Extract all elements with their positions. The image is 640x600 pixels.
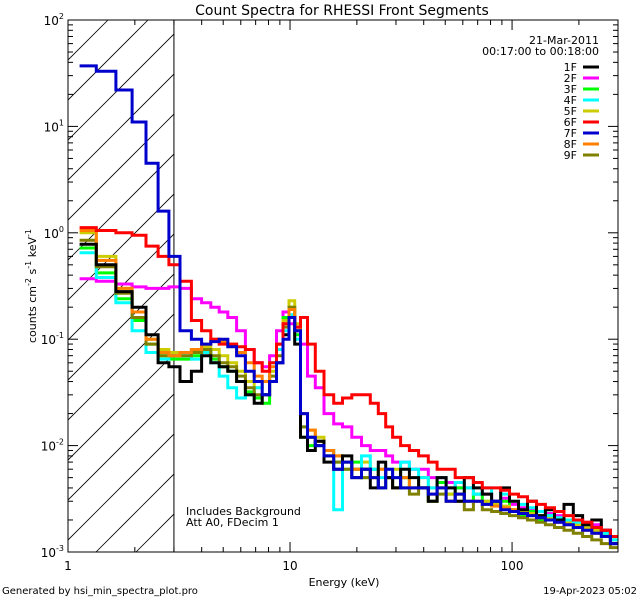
- time-range-label: 00:17:00 to 00:18:00: [482, 45, 599, 58]
- hatch-line: [68, 193, 174, 301]
- hatch-line: [68, 433, 174, 541]
- y-axis-label: counts cm-2 s-1 keV-1: [24, 229, 39, 343]
- y-axis-ticks: 10-3 10-2 10-1 100 101 102: [41, 12, 618, 560]
- series-8F: [79, 229, 618, 546]
- legend-label-1F: 1F: [564, 61, 577, 74]
- annotation-attenuator: Att A0, FDecim 1: [186, 516, 279, 529]
- series-3F: [79, 246, 618, 542]
- hatch-line: [68, 33, 174, 141]
- hatched-background-region: [68, 20, 175, 552]
- plot-frame: [67, 19, 619, 553]
- hatch-line: [68, 20, 109, 61]
- x-tick-label: 100: [501, 559, 524, 573]
- hatch-line: [68, 20, 149, 101]
- hatch-line: [68, 73, 174, 181]
- legend-label-4F: 4F: [564, 94, 577, 107]
- series-4F: [79, 251, 618, 542]
- y-tick-label: 10-2: [41, 438, 64, 454]
- hatch-line: [68, 353, 174, 461]
- x-tick-label: 10: [282, 559, 297, 573]
- legend-label-2F: 2F: [564, 72, 577, 85]
- chart-title: Count Spectra for RHESSI Front Segments: [195, 3, 489, 19]
- footer-date: 19-Apr-2023 05:02: [543, 586, 637, 597]
- hatch-line: [68, 273, 174, 381]
- legend-label-8F: 8F: [564, 138, 577, 151]
- series-5F: [79, 231, 618, 542]
- series-lines: [79, 64, 618, 550]
- date-label: 21-Mar-2011: [529, 34, 599, 47]
- hatch-line: [68, 233, 174, 341]
- annotation-background: Includes Background: [186, 505, 301, 518]
- legend-label-5F: 5F: [564, 105, 577, 118]
- y-tick-label: 100: [44, 225, 64, 241]
- series-7F: [79, 64, 618, 546]
- hatch-line: [68, 393, 174, 501]
- legend-label-9F: 9F: [564, 149, 577, 162]
- legend-label-7F: 7F: [564, 127, 577, 140]
- x-axis-ticks: 1 10 100: [64, 20, 619, 573]
- legend-label-3F: 3F: [564, 83, 577, 96]
- y-tick-label: 101: [44, 118, 64, 134]
- series-6F: [79, 226, 618, 538]
- footer-generated-by: Generated by hsi_min_spectra_plot.pro: [2, 586, 198, 597]
- y-tick-label: 10-1: [41, 331, 64, 347]
- y-tick-label: 10-3: [41, 544, 64, 560]
- hatch-line: [68, 313, 174, 421]
- x-tick-label: 1: [64, 559, 72, 573]
- hatch-line: [68, 153, 174, 261]
- x-axis-label: Energy (keV): [309, 576, 380, 589]
- legend-label-6F: 6F: [564, 116, 577, 129]
- y-tick-label: 102: [44, 12, 64, 28]
